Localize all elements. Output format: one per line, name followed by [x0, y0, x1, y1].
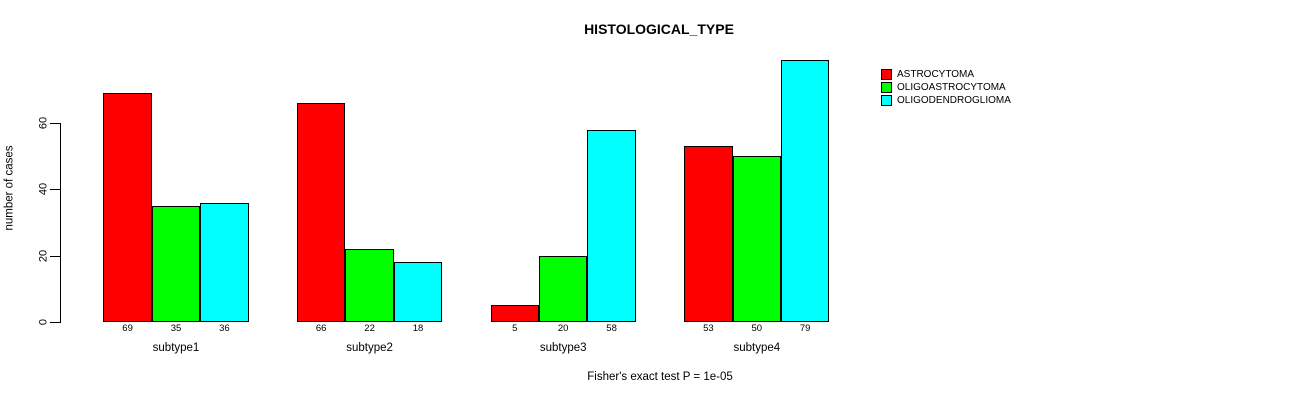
chart-caption: Fisher's exact test P = 1e-05	[587, 371, 733, 383]
bar-value-label: 50	[751, 323, 763, 334]
y-axis-tick	[50, 189, 60, 191]
bar-value-label: 22	[364, 323, 375, 334]
bar-oligoastrocytoma-subtype2	[345, 249, 394, 322]
bar-oligoastrocytoma-subtype4	[732, 156, 781, 322]
x-category-label-subtype2: subtype2	[346, 342, 393, 354]
bar-value-label: 35	[170, 323, 182, 334]
x-category-label-subtype4: subtype4	[733, 342, 781, 354]
legend-label: ASTROCYTOMA	[897, 68, 975, 80]
bar-value-label: 18	[412, 323, 424, 334]
y-tick-label: 60	[37, 116, 50, 130]
bar-astrocytoma-subtype2	[297, 103, 346, 322]
bar-value-label: 66	[315, 323, 327, 334]
bar-value-label: 5	[512, 323, 518, 334]
bar-value-label: 58	[606, 323, 617, 334]
y-axis-tick	[50, 255, 60, 257]
legend-label: OLIGODENDROGLIOMA	[897, 94, 1011, 106]
y-tick-label: 0	[37, 318, 50, 326]
legend-item: OLIGODENDROGLIOMA	[881, 95, 1011, 106]
legend-swatch-icon	[881, 69, 892, 80]
bar-oligodendroglioma-subtype2	[393, 262, 443, 322]
bar-astrocytoma-subtype4	[684, 146, 733, 322]
legend-item: OLIGOASTROCYTOMA	[881, 82, 1006, 93]
bar-oligoastrocytoma-subtype3	[539, 255, 588, 322]
y-axis-label: number of cases	[3, 145, 16, 231]
bar-oligoastrocytoma-subtype1	[151, 205, 201, 322]
legend-label: OLIGOASTROCYTOMA	[897, 81, 1006, 93]
bar-value-label: 79	[799, 323, 811, 334]
bar-oligodendroglioma-subtype4	[781, 59, 830, 322]
y-axis-tick	[50, 322, 60, 323]
legend-swatch-icon	[881, 82, 892, 93]
bar-value-label: 36	[219, 323, 230, 334]
y-tick-label: 40	[37, 183, 50, 196]
bar-value-label: 69	[122, 323, 133, 334]
legend-item: ASTROCYTOMA	[881, 69, 974, 80]
x-category-label-subtype1: subtype1	[152, 342, 200, 354]
chart-title: HISTOLOGICAL_TYPE	[584, 21, 734, 37]
y-tick-label: 20	[37, 249, 50, 262]
legend-swatch-icon	[881, 95, 892, 106]
bar-astrocytoma-subtype1	[103, 93, 152, 322]
bar-oligodendroglioma-subtype1	[200, 202, 249, 322]
y-axis-line	[60, 123, 61, 323]
bar-value-label: 53	[703, 323, 714, 334]
bar-astrocytoma-subtype3	[490, 305, 539, 322]
bar-oligodendroglioma-subtype3	[587, 129, 636, 322]
y-axis-tick	[50, 123, 60, 124]
x-category-label-subtype3: subtype3	[539, 342, 587, 354]
bar-value-label: 20	[557, 323, 569, 334]
